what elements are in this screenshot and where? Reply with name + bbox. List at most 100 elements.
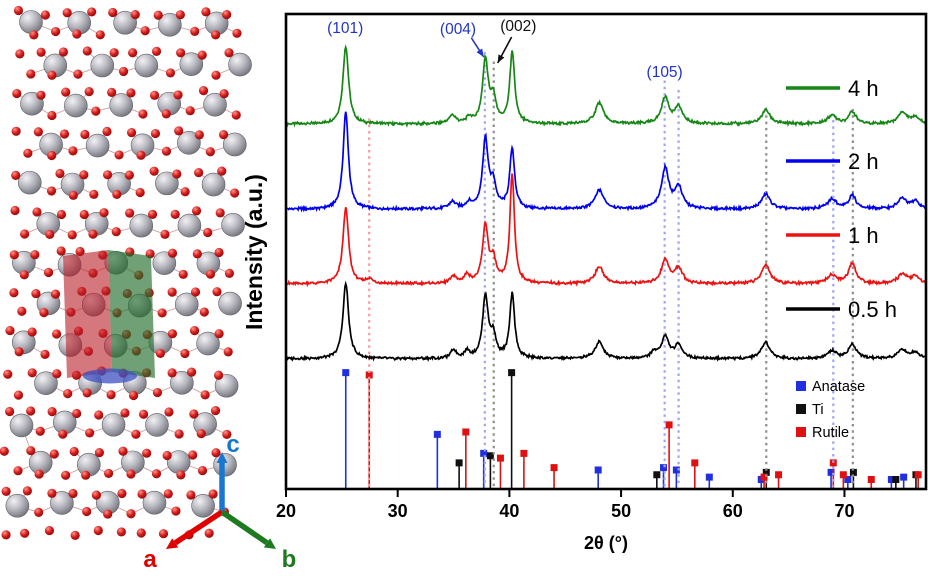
o-atom (158, 529, 169, 539)
ref-stick-marker (762, 468, 770, 476)
o-atom (94, 448, 104, 458)
o-atom (176, 470, 186, 480)
phase-legend-label: Ti (812, 402, 824, 418)
o-atom (118, 446, 128, 456)
guide-lines (368, 52, 854, 487)
ti-atom (63, 93, 88, 118)
ti-atom (34, 371, 58, 396)
o-atom (126, 88, 136, 98)
x-tick-label: 20 (276, 501, 296, 521)
ref-stick-marker (462, 428, 470, 436)
o-atom (178, 269, 188, 279)
o-atom (9, 288, 19, 298)
ref-stick-marker (550, 464, 558, 472)
o-atom (112, 189, 122, 200)
o-atom (72, 29, 82, 39)
ti-atom (179, 52, 204, 76)
o-atom (152, 387, 163, 398)
o-atom (213, 370, 224, 380)
o-atom (1, 486, 11, 496)
ref-stick-marker (342, 369, 350, 377)
x-tick-label: 60 (723, 501, 743, 521)
ref-stick-marker (892, 476, 900, 483)
legend-label: 2 h (848, 149, 879, 174)
o-atom (194, 167, 204, 178)
o-atom (68, 488, 78, 499)
ref-stick-marker (691, 459, 699, 467)
ref-stick-marker (672, 466, 680, 474)
o-atom (164, 407, 174, 417)
o-atom (136, 528, 146, 538)
ref-stick-marker (839, 471, 847, 479)
ref-stick-marker (660, 464, 668, 472)
o-atom (114, 150, 124, 160)
o-atom (44, 525, 55, 536)
o-atom (27, 368, 37, 378)
peak-label: (105) (647, 64, 683, 81)
x-axis-ticks: 20 30 40 50 60 70 (276, 489, 854, 521)
o-atom (63, 389, 73, 399)
o-atom (136, 150, 146, 160)
o-atom (124, 170, 134, 180)
o-atom (194, 130, 204, 140)
o-atom (214, 247, 224, 258)
o-atom (117, 488, 127, 499)
o-atom (69, 446, 79, 457)
o-atom (95, 30, 105, 40)
o-atom (151, 469, 162, 479)
o-atom (201, 7, 211, 17)
ti-atom (191, 493, 215, 518)
arrowhead (476, 48, 484, 57)
ref-stick-marker (653, 471, 661, 479)
o-atom (196, 428, 206, 439)
o-atom (186, 367, 197, 377)
o-atom (68, 190, 78, 200)
ref-stick-marker (480, 449, 488, 457)
o-atom (47, 407, 57, 417)
o-atom (192, 249, 202, 259)
o-atom (40, 10, 50, 20)
o-atom (30, 250, 40, 260)
xrd-curves (285, 44, 927, 363)
curve-0.5h (285, 280, 927, 363)
o-atom (58, 429, 68, 439)
o-atom (29, 30, 39, 40)
blue-facet-plane (83, 368, 137, 384)
o-atom (11, 170, 21, 180)
ti-atom (196, 331, 220, 356)
o-atom (107, 87, 117, 97)
ti-atom (145, 413, 169, 437)
ref-stick-marker (867, 476, 875, 483)
o-atom (142, 448, 152, 458)
o-atom (51, 26, 61, 37)
o-atom (72, 408, 82, 419)
o-atom (190, 287, 201, 297)
o-atom (180, 348, 190, 359)
o-atom (230, 188, 240, 198)
x-axis-label: 2θ (°) (584, 533, 628, 553)
ref-stick-marker (829, 459, 837, 467)
o-atom (232, 28, 242, 38)
o-atom (34, 507, 44, 517)
o-atom (33, 127, 44, 137)
o-atom (103, 509, 113, 519)
o-atom (102, 126, 112, 137)
o-atom (125, 208, 135, 218)
o-atom (88, 229, 98, 239)
ref-stick-marker (900, 473, 908, 481)
o-atom (36, 90, 46, 100)
ti-atom (214, 373, 239, 398)
o-atom (26, 69, 36, 79)
o-atom (17, 306, 27, 316)
o-atom (50, 289, 61, 299)
o-atom (212, 287, 222, 297)
crystal-structure: c a b (0, 5, 296, 573)
o-atom (210, 30, 221, 40)
o-atom (46, 186, 57, 196)
c-axis-label: c (226, 431, 239, 458)
o-atom (155, 348, 166, 359)
o-atom (190, 26, 200, 36)
curve-4h (285, 44, 927, 128)
o-atom (138, 109, 148, 119)
